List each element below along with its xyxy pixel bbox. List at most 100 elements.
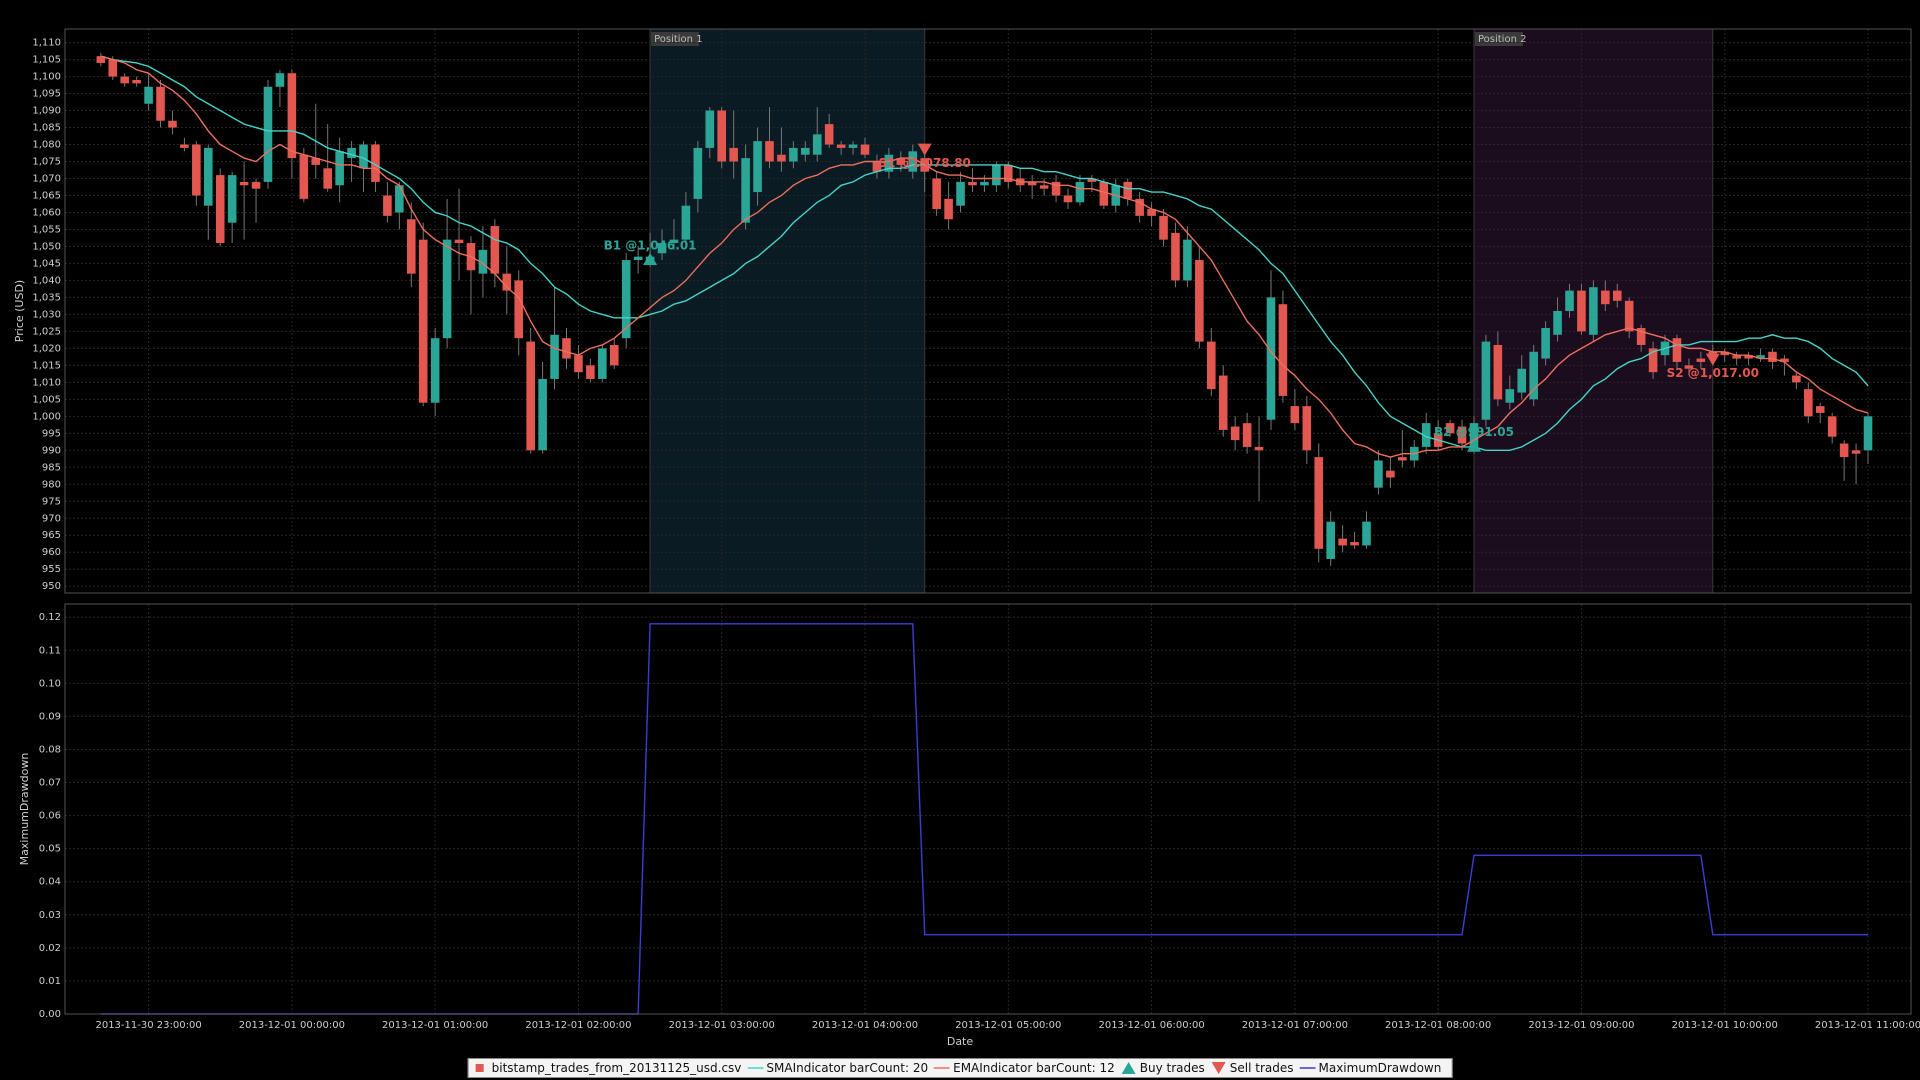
y-tick-label: 0.09	[39, 711, 61, 722]
candle-body	[1863, 416, 1873, 451]
line-series	[100, 55, 1869, 458]
y-tick-label: 1,000	[32, 411, 61, 422]
legend-swatch	[1299, 1067, 1316, 1069]
legend-item: EMAIndicator barCount: 12	[934, 1061, 1115, 1075]
x-tick-label: 2013-12-01 07:00:00	[1242, 1020, 1348, 1031]
x-tick-label: 2013-12-01 10:00:00	[1672, 1020, 1778, 1031]
candle-body	[586, 365, 595, 379]
legend-symbol	[1211, 1062, 1226, 1074]
candle-body	[1242, 423, 1252, 447]
y-tick-label: 995	[42, 428, 61, 439]
legend-item: bitstamp_trades_from_20131125_usd.csv	[473, 1061, 741, 1075]
y-tick-label: 1,065	[32, 190, 61, 201]
x-tick-label: 2013-12-01 09:00:00	[1528, 1020, 1634, 1031]
y-tick-label: 1,090	[32, 106, 61, 117]
position-label: Position 1	[654, 34, 702, 45]
plot-area	[65, 604, 1911, 1014]
candle-body	[789, 147, 798, 162]
candle-body	[1039, 185, 1049, 189]
candle-body	[514, 280, 524, 339]
x-axis-label: Date	[947, 1035, 974, 1048]
candle-body	[251, 181, 261, 189]
x-tick-label: 2013-12-01 02:00:00	[525, 1020, 631, 1031]
position-band	[649, 28, 926, 594]
candle-body	[359, 144, 368, 169]
legend-symbol	[475, 1064, 484, 1072]
candle-body	[1827, 416, 1837, 437]
candle-body	[1362, 521, 1371, 546]
candle-body	[1063, 195, 1073, 203]
x-tick-label: 2013-12-01 04:00:00	[812, 1020, 918, 1031]
candle-body	[1171, 232, 1180, 281]
candle-body	[1326, 521, 1335, 560]
y-tick-label: 1,060	[32, 207, 61, 218]
candle-body	[1792, 375, 1801, 383]
y-tick-label: 0.06	[39, 811, 61, 822]
candle-body	[872, 161, 882, 172]
candle-body	[860, 144, 870, 155]
y-tick-label: 0.12	[39, 612, 61, 623]
y-tick-label: 0.00	[39, 1009, 61, 1020]
y-tick-label: 1,050	[32, 241, 61, 252]
y-tick-label: 1,070	[32, 173, 61, 184]
legend-label: MaximumDrawdown	[1318, 1061, 1442, 1075]
candle-body	[168, 120, 177, 128]
candle-body	[848, 144, 858, 148]
y-tick-label: 1,040	[32, 275, 61, 286]
candle-body	[1469, 423, 1479, 447]
candle-body	[1624, 300, 1634, 332]
y-tick-label: 1,030	[32, 309, 61, 320]
x-tick-label: 2013-12-01 05:00:00	[955, 1020, 1061, 1031]
candle-body	[132, 79, 141, 84]
candle-body	[347, 147, 356, 159]
candle-body	[633, 256, 643, 261]
candle-body	[1804, 389, 1813, 417]
legend-item: MaximumDrawdown	[1299, 1061, 1442, 1075]
y-tick-label: 970	[42, 513, 61, 524]
candle-body	[1195, 260, 1204, 342]
candle-body	[406, 219, 416, 274]
y-tick-label: 0.02	[39, 943, 61, 954]
candle-body	[1648, 348, 1658, 373]
candle-body	[1338, 538, 1347, 546]
line-series	[100, 55, 1869, 451]
candle-body	[598, 348, 607, 379]
candle-body	[1780, 358, 1789, 362]
candle-body	[1254, 446, 1264, 451]
candle-body	[1851, 450, 1861, 454]
candle-body	[454, 239, 464, 244]
candle-body	[812, 134, 822, 155]
candle-body	[729, 147, 738, 162]
candle-body	[693, 147, 703, 199]
candle-body	[144, 86, 153, 104]
candle-body	[442, 239, 452, 339]
candle-body	[108, 59, 118, 77]
y-tick-label: 0.04	[39, 877, 61, 888]
candle-body	[550, 334, 559, 379]
candle-body	[287, 73, 297, 159]
legend-item: Sell trades	[1211, 1061, 1294, 1075]
candle-body	[1529, 351, 1538, 400]
candle-body	[1541, 327, 1550, 359]
candle-body	[239, 181, 249, 186]
candle-body	[1218, 375, 1228, 430]
candle-body	[765, 141, 774, 162]
y-tick-label: 1,085	[32, 123, 61, 134]
candle-body	[1517, 368, 1527, 393]
candle-body	[1565, 290, 1574, 311]
candle-body	[156, 86, 165, 121]
candle-body	[1183, 239, 1192, 281]
candle-body	[609, 344, 619, 366]
candle-body	[968, 181, 977, 186]
candle-body	[1601, 290, 1610, 305]
candle-body	[275, 73, 285, 87]
candle-body	[896, 158, 906, 165]
x-tick-label: 2013-12-01 11:00:00	[1815, 1020, 1920, 1031]
candle-body	[884, 154, 894, 172]
candle-body	[1505, 389, 1515, 403]
candle-body	[621, 260, 631, 339]
candle-body	[1230, 426, 1240, 441]
y-tick-label: 1,020	[32, 343, 61, 354]
candle-body	[371, 144, 380, 182]
